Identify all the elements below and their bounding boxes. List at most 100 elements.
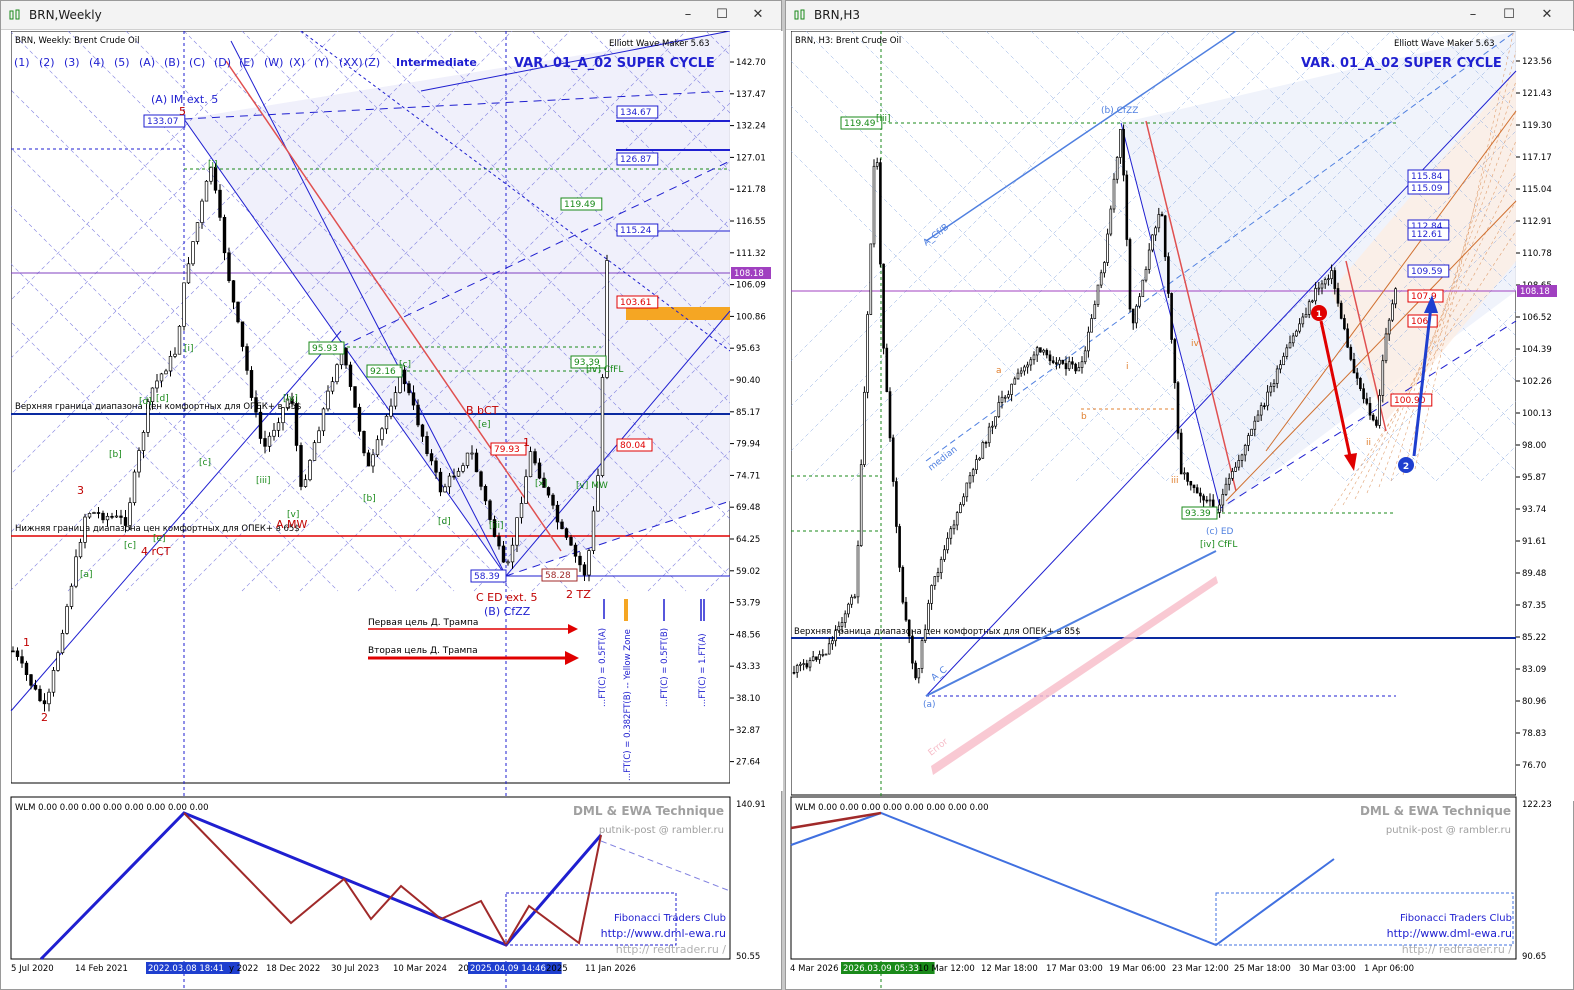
h3-candle	[1256, 410, 1260, 422]
candle-body	[853, 596, 857, 599]
candle-body	[1055, 362, 1058, 365]
h3-candle	[1125, 170, 1129, 247]
candle-body	[528, 451, 533, 478]
h3-candle	[1064, 356, 1068, 376]
h3-candle	[1375, 416, 1378, 428]
candle-body	[866, 314, 869, 393]
candle-body	[965, 482, 969, 498]
candle-body	[837, 625, 841, 632]
time-marker-tag	[146, 962, 240, 974]
h3-candle	[923, 624, 927, 644]
weekly-chart-window[interactable]: BRN,Weekly – ☐ ✕ 142.70 137.47 132.24 127.0…	[0, 0, 783, 990]
minimize-button[interactable]: –	[684, 7, 692, 22]
wave-label: [b]	[363, 494, 376, 504]
target-box-115a: 115.84	[1411, 172, 1443, 182]
box-93-frame	[570, 355, 607, 369]
candle-body	[1314, 288, 1317, 302]
candle-body	[299, 445, 303, 487]
weekly-candle	[236, 301, 240, 324]
marker-1-label: 1	[1316, 310, 1322, 320]
candle-body	[1343, 318, 1346, 330]
titlebar[interactable]: BRN,H3 – ☐ ✕	[786, 1, 1573, 30]
weekly-candle	[461, 462, 465, 474]
grid-diagonal	[1, 31, 397, 427]
candle-body	[240, 321, 245, 347]
candle-body	[1304, 314, 1308, 318]
weekly-candle	[200, 198, 204, 229]
wave-label: (b) CfZZ	[1101, 106, 1138, 116]
candle-body	[1384, 333, 1388, 362]
h3-candle	[1154, 225, 1157, 242]
h3-candle	[1384, 327, 1388, 364]
h3-candle	[799, 661, 802, 672]
h3-candle	[1179, 428, 1183, 475]
maximize-button[interactable]: ☐	[716, 7, 728, 22]
candle-body	[1103, 262, 1106, 274]
candle-body	[1307, 301, 1311, 315]
h3-candle	[1141, 279, 1145, 298]
candle-body	[236, 301, 240, 323]
titlebar[interactable]: BRN,Weekly – ☐ ✕	[1, 1, 781, 30]
wave-label: [iv]	[283, 394, 298, 404]
weekly-candle	[105, 512, 110, 527]
weekly-chart[interactable]: 142.70 137.47 132.24 127.01 121.78 116.55 111.…	[1, 31, 783, 989]
candle-body	[1323, 279, 1327, 285]
close-button[interactable]: ✕	[752, 7, 764, 22]
weekly-candle	[92, 511, 96, 514]
target-box-126-frame	[616, 152, 659, 166]
candle-body	[984, 442, 988, 444]
candle-body	[1016, 372, 1020, 380]
h3-candle	[1282, 352, 1285, 366]
candle-body	[824, 653, 828, 656]
candle-body	[808, 660, 812, 668]
median-line	[925, 31, 1517, 462]
h3-chart-window[interactable]: BRN,H3 – ☐ ✕ 123.56 121.43 119.30 117.17 115…	[785, 0, 1574, 990]
candle-body	[1179, 432, 1183, 475]
h3-candle	[1288, 335, 1292, 349]
candle-body	[987, 426, 991, 444]
candle-body	[1234, 466, 1237, 472]
wave-button: (X)	[289, 56, 305, 69]
h3-chart[interactable]: 123.56 121.43 119.30 117.17 115.04 112.91 110.…	[786, 31, 1574, 989]
weekly-candle	[357, 403, 362, 436]
h3-candle	[853, 593, 857, 599]
h3-candle	[1160, 211, 1164, 217]
minimize-button[interactable]: –	[1469, 7, 1477, 22]
weekly-candle	[389, 398, 393, 420]
weekly-candle	[474, 448, 479, 473]
candle-body	[209, 166, 213, 182]
candle-body	[933, 576, 937, 586]
candle-body	[1339, 302, 1343, 319]
channel-zone	[1121, 31, 1516, 511]
weekly-candle	[15, 647, 20, 661]
weekly-candle	[348, 361, 353, 391]
wave-label: [b]	[109, 450, 122, 460]
candle-body	[1096, 284, 1100, 305]
h3-candle	[856, 540, 860, 604]
candle-body	[1163, 215, 1167, 258]
candle-body	[981, 442, 985, 459]
h3-candle	[1151, 234, 1154, 253]
price-tick-label: 27.64	[736, 758, 760, 768]
h3-candle	[1291, 332, 1295, 347]
candle-body	[33, 684, 38, 690]
weekly-candle	[537, 458, 542, 480]
close-button[interactable]: ✕	[1541, 7, 1553, 22]
wave-label: [iv] CfFL	[1200, 540, 1237, 550]
candle-body	[1237, 460, 1241, 468]
h3-candle	[1131, 308, 1135, 330]
weekly-candle	[195, 222, 200, 245]
candle-body	[879, 162, 882, 265]
price-tick-label: 85.22	[1522, 633, 1546, 643]
grid-diagonal	[985, 31, 1437, 482]
h3-candle	[1183, 467, 1186, 480]
candle-body	[1259, 405, 1263, 416]
h3-candle	[1192, 484, 1196, 494]
h3-candle	[879, 158, 882, 268]
h3-candle	[1307, 299, 1311, 319]
weekly-candle	[470, 445, 474, 460]
weekly-candle	[137, 447, 141, 478]
h3-candle	[1323, 277, 1327, 289]
h3-candle	[1176, 381, 1180, 440]
maximize-button[interactable]: ☐	[1503, 7, 1515, 22]
